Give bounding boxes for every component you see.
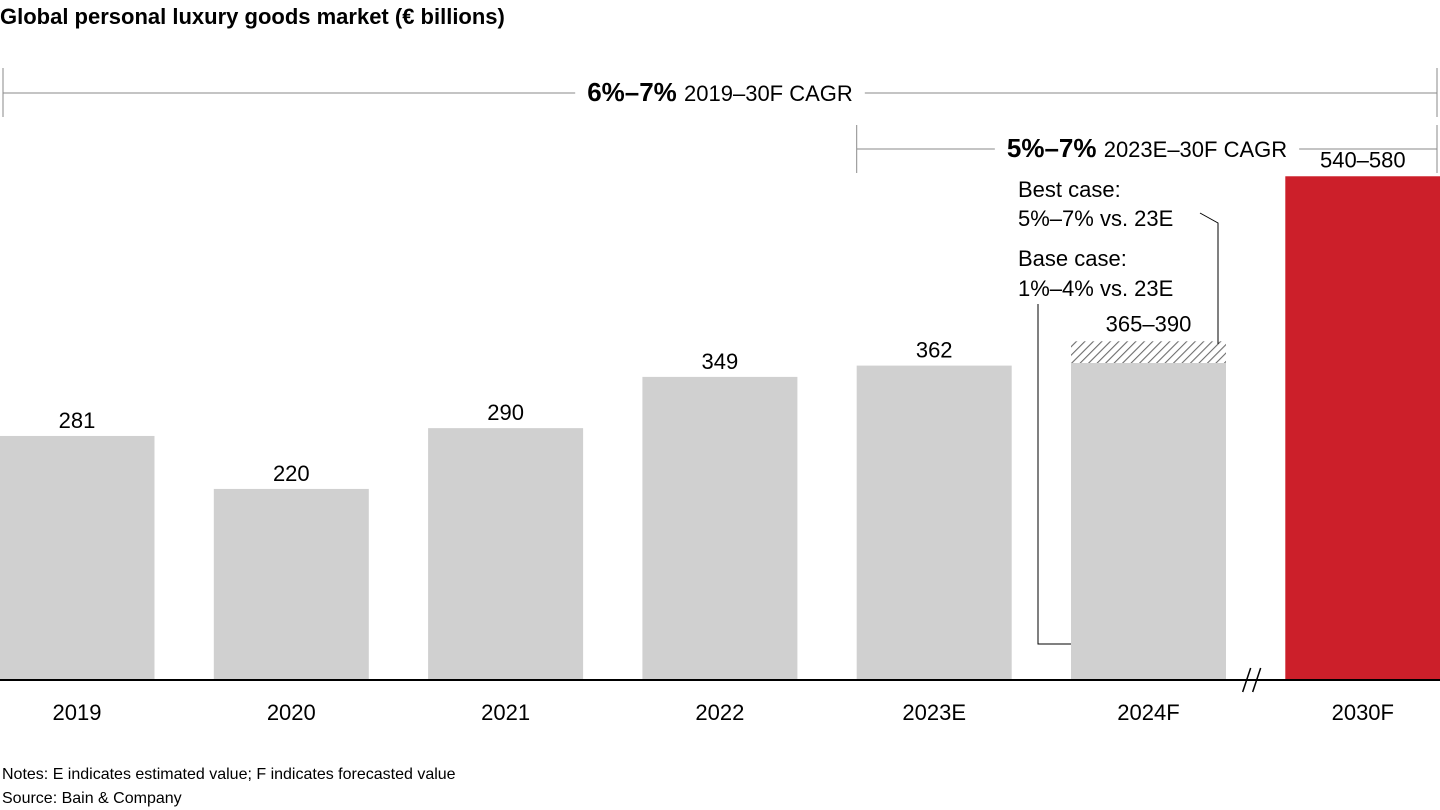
bar-2022 — [642, 376, 798, 680]
svg-text:Best case:: Best case: — [1018, 177, 1121, 202]
value-labels: 281 220 290 349 362 365–390 540–580 — [59, 147, 1406, 486]
x-tick-2023e: 2023E — [902, 700, 966, 725]
annotations: Best case: 5%–7% vs. 23E Base case: 1%–4% v… — [1018, 177, 1219, 645]
bar-2023e — [856, 365, 1012, 680]
annotation-base-case: Base case: 1%–4% vs. 23E — [1018, 246, 1173, 645]
cagr-brackets: 6%–7% 2019–30F CAGR 5%–7% 2023E–30F CAGR — [2, 68, 1438, 173]
svg-text:5%–7% vs. 23E: 5%–7% vs. 23E — [1018, 206, 1173, 231]
svg-text:1%–4% vs. 23E: 1%–4% vs. 23E — [1018, 276, 1173, 301]
bar-2019 — [0, 435, 155, 680]
x-axis-tick-labels: 2019 2020 2021 2022 2023E 2024F 2030F — [53, 700, 1394, 725]
source-text: Source: Bain & Company — [2, 790, 182, 807]
chart-title: Global personal luxury goods market (€ b… — [0, 4, 505, 29]
value-label-2021: 290 — [487, 400, 524, 425]
bar-2024f — [1071, 362, 1226, 680]
value-label-2022: 349 — [702, 349, 739, 374]
x-tick-2020: 2020 — [267, 700, 316, 725]
value-label-2019: 281 — [59, 408, 96, 433]
x-tick-2022: 2022 — [695, 700, 744, 725]
value-label-2024f: 365–390 — [1106, 311, 1192, 336]
axis-break-icon — [1241, 667, 1262, 693]
bar-range-2024f — [1071, 341, 1226, 363]
bars — [0, 176, 1440, 680]
value-label-2020: 220 — [273, 461, 310, 486]
value-label-2023e: 362 — [916, 338, 953, 363]
cagr-bracket-1: 6%–7% 2019–30F CAGR — [2, 68, 1438, 117]
x-tick-2021: 2021 — [481, 700, 530, 725]
cagr-label: 6%–7% 2019–30F CAGR — [587, 77, 853, 107]
annotation-best-case: Best case: 5%–7% vs. 23E — [1018, 177, 1219, 344]
cagr-label: 5%–7% 2023E–30F CAGR — [1007, 133, 1287, 163]
value-label-2030f: 540–580 — [1320, 147, 1406, 172]
bar-2020 — [213, 488, 369, 680]
bar-2030f — [1285, 176, 1440, 680]
x-tick-2019: 2019 — [53, 700, 102, 725]
svg-text:Base case:: Base case: — [1018, 246, 1127, 271]
notes-text: Notes: E indicates estimated value; F in… — [2, 766, 456, 783]
bar-2021 — [428, 428, 584, 680]
cagr-bracket-2: 5%–7% 2023E–30F CAGR — [856, 125, 1438, 173]
x-tick-2030f: 2030F — [1332, 700, 1394, 725]
x-tick-2024f: 2024F — [1117, 700, 1179, 725]
